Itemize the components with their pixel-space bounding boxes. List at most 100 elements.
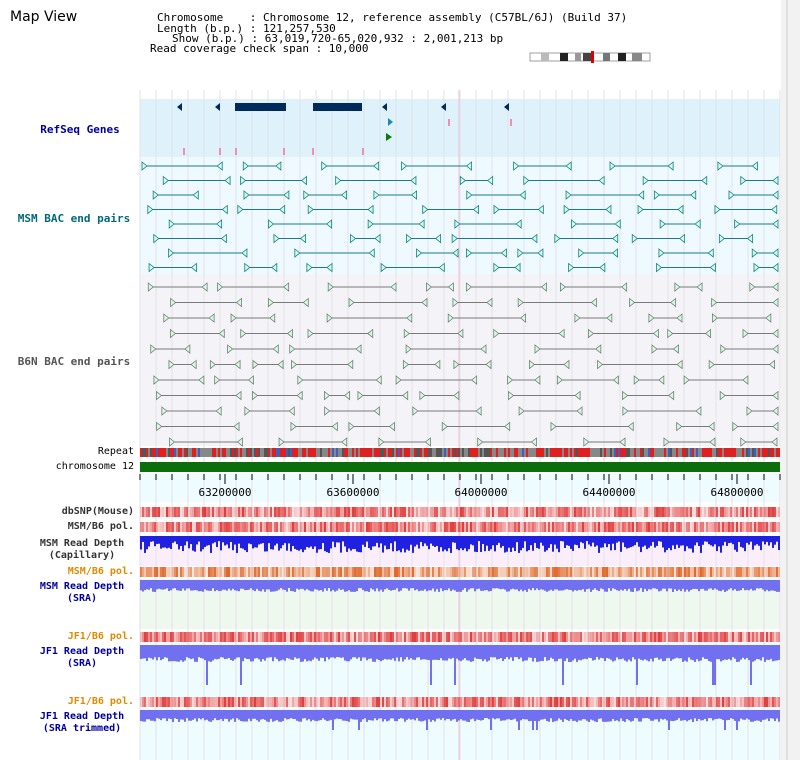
track-label-msm-depth-sra[interactable]: MSM Read Depth (SRA) bbox=[39, 581, 125, 604]
b6n-bac-pair-end bbox=[683, 375, 690, 385]
gene-feature bbox=[235, 103, 286, 111]
b6n-bac-pair-end bbox=[153, 375, 160, 385]
read-depth-tracks[interactable] bbox=[140, 536, 780, 730]
b6n-bac-pair-end bbox=[402, 359, 409, 370]
b6n-bac-pair-end bbox=[720, 344, 727, 354]
b6n-bac-pair-end bbox=[652, 328, 659, 339]
track-label-refseq[interactable]: RefSeq Genes bbox=[40, 123, 120, 136]
msm-bac-pair-end bbox=[753, 262, 760, 273]
b6n-bac-pair-end bbox=[674, 282, 681, 292]
b6n-bac-pair-end bbox=[233, 421, 240, 432]
track-label-dbsnp[interactable]: dbSNP(Mouse) bbox=[61, 506, 134, 517]
polymorphism-tracks[interactable] bbox=[140, 507, 780, 707]
b6n-bac-pair-end bbox=[235, 390, 242, 401]
b6n-bac-pair-end bbox=[184, 344, 191, 354]
page-title: Map View bbox=[10, 9, 78, 25]
b6n-bac-pair-end bbox=[695, 406, 702, 416]
axis-tick-label: 63600000 bbox=[327, 486, 380, 499]
msm-bac-pair-end bbox=[148, 262, 155, 273]
msm-bac-pair-end bbox=[410, 175, 417, 186]
msm-bac-pair-end bbox=[631, 233, 638, 244]
track-label-jf1-depth-trimmed[interactable]: JF1 Read Depth (SRA trimmed) bbox=[39, 711, 125, 734]
repeat-track[interactable] bbox=[140, 448, 780, 457]
msm-bac-pair-end bbox=[717, 161, 724, 171]
b6n-bac-pair-end bbox=[286, 328, 293, 339]
b6n-bac-pair-end bbox=[378, 437, 385, 447]
b6n-bac-pair-end bbox=[453, 359, 460, 370]
track-label-b6n-bac[interactable]: B6N BAC end pairs bbox=[17, 355, 131, 368]
gene-exon bbox=[448, 119, 450, 126]
msm-bac-pair-end bbox=[168, 248, 175, 258]
b6n-bac-pair-end bbox=[590, 297, 597, 308]
refseq-gene-track[interactable] bbox=[177, 103, 512, 155]
msm-bac-pair-end bbox=[598, 175, 605, 186]
b6n-bac-pair-end bbox=[772, 328, 779, 339]
track-label-jf1-b6-pol-2[interactable]: JF1/B6 pol. bbox=[67, 696, 134, 707]
b6n-bac-pair-end bbox=[629, 297, 636, 308]
msm-bac-pair-end bbox=[611, 248, 618, 258]
b6n-bac-track[interactable] bbox=[147, 282, 779, 447]
msm-bac-pair-end bbox=[614, 219, 621, 229]
chromosome-bar[interactable] bbox=[140, 462, 780, 472]
b6n-bac-pair-end bbox=[457, 328, 464, 339]
msm-bac-pair-end bbox=[751, 248, 758, 258]
b6n-bac-pair-end bbox=[772, 421, 779, 432]
b6n-bac-pair-end bbox=[283, 282, 290, 292]
msm-bac-pair-end bbox=[599, 262, 606, 273]
b6n-bac-pair-end bbox=[236, 437, 243, 447]
msm-bac-pair-end bbox=[454, 219, 461, 229]
msm-bac-pair-end bbox=[242, 161, 249, 171]
gene-marker bbox=[177, 103, 182, 111]
b6n-bac-pair-end bbox=[453, 390, 460, 401]
b6n-bac-pair-end bbox=[234, 359, 241, 370]
b6n-bac-pair-end bbox=[230, 313, 237, 323]
b6n-bac-pair-end bbox=[447, 282, 454, 292]
b6n-bac-pair-end bbox=[576, 406, 583, 416]
b6n-bac-pair-end bbox=[161, 406, 168, 416]
show-range-info: Show (b.p.) : 63,019,720-65,020,932 : 2,… bbox=[172, 32, 504, 45]
b6n-bac-pair-end bbox=[480, 344, 487, 354]
msm-bac-pair-end bbox=[513, 161, 520, 171]
b6n-bac-pair-end bbox=[477, 437, 484, 447]
scrollbar[interactable] bbox=[781, 0, 800, 760]
b6n-bac-pair-end bbox=[244, 406, 251, 416]
b6n-bac-pair-end bbox=[517, 297, 524, 308]
track-label-msm-b6-pol-1[interactable]: MSM/B6 pol. bbox=[67, 521, 134, 532]
b6n-bac-pair-end bbox=[168, 359, 175, 370]
b6n-bac-pair-end bbox=[348, 421, 355, 432]
b6n-bac-pair-end bbox=[269, 313, 276, 323]
b6n-bac-pair-end bbox=[708, 359, 715, 370]
msm-bac-track[interactable] bbox=[141, 161, 779, 273]
b6n-bac-pair-end bbox=[550, 421, 557, 432]
b6n-bac-pair-end bbox=[240, 328, 247, 339]
msm-bac-pair-end bbox=[677, 204, 684, 215]
track-label-chromosome[interactable]: chromosome 12 bbox=[55, 461, 134, 472]
b6n-bac-pair-end bbox=[406, 313, 413, 323]
b6n-bac-pair-end bbox=[667, 328, 674, 339]
msm-bac-pair-end bbox=[531, 233, 538, 244]
b6n-bac-pair-end bbox=[530, 437, 537, 447]
track-label-repeat[interactable]: Repeat bbox=[97, 446, 134, 457]
msm-bac-pair-end bbox=[367, 204, 374, 215]
b6n-bac-pair-end bbox=[711, 313, 719, 323]
track-label-msm-b6-pol-2[interactable]: MSM/B6 pol. bbox=[67, 566, 134, 577]
msm-bac-pair-end bbox=[466, 190, 473, 200]
gene-exon bbox=[219, 148, 221, 155]
axis-tick-label: 64000000 bbox=[455, 486, 508, 499]
chromosome-ideogram[interactable] bbox=[529, 51, 651, 63]
track-label-msm-bac[interactable]: MSM BAC end pairs bbox=[17, 212, 131, 225]
b6n-bac-pair-end bbox=[209, 359, 216, 370]
msm-bac-pair-end bbox=[306, 262, 313, 273]
b6n-bac-pair-end bbox=[290, 421, 297, 432]
msm-bac-pair-end bbox=[514, 262, 521, 273]
track-label-jf1-depth-sra[interactable]: JF1 Read Depth (SRA) bbox=[39, 646, 125, 669]
track-label-jf1-b6-pol-1[interactable]: JF1/B6 pol. bbox=[67, 631, 134, 642]
b6n-bac-pair-end bbox=[676, 313, 683, 323]
track-label-msm-depth-capillary[interactable]: MSM Read Depth (Capillary) bbox=[39, 538, 125, 561]
b6n-bac-pair-end bbox=[519, 313, 526, 323]
msm-bac-pair-end bbox=[275, 161, 282, 171]
msm-bac-pair-end bbox=[609, 161, 616, 171]
msm-bac-pair-end bbox=[416, 248, 423, 258]
msm-bac-pair-end bbox=[241, 248, 248, 258]
